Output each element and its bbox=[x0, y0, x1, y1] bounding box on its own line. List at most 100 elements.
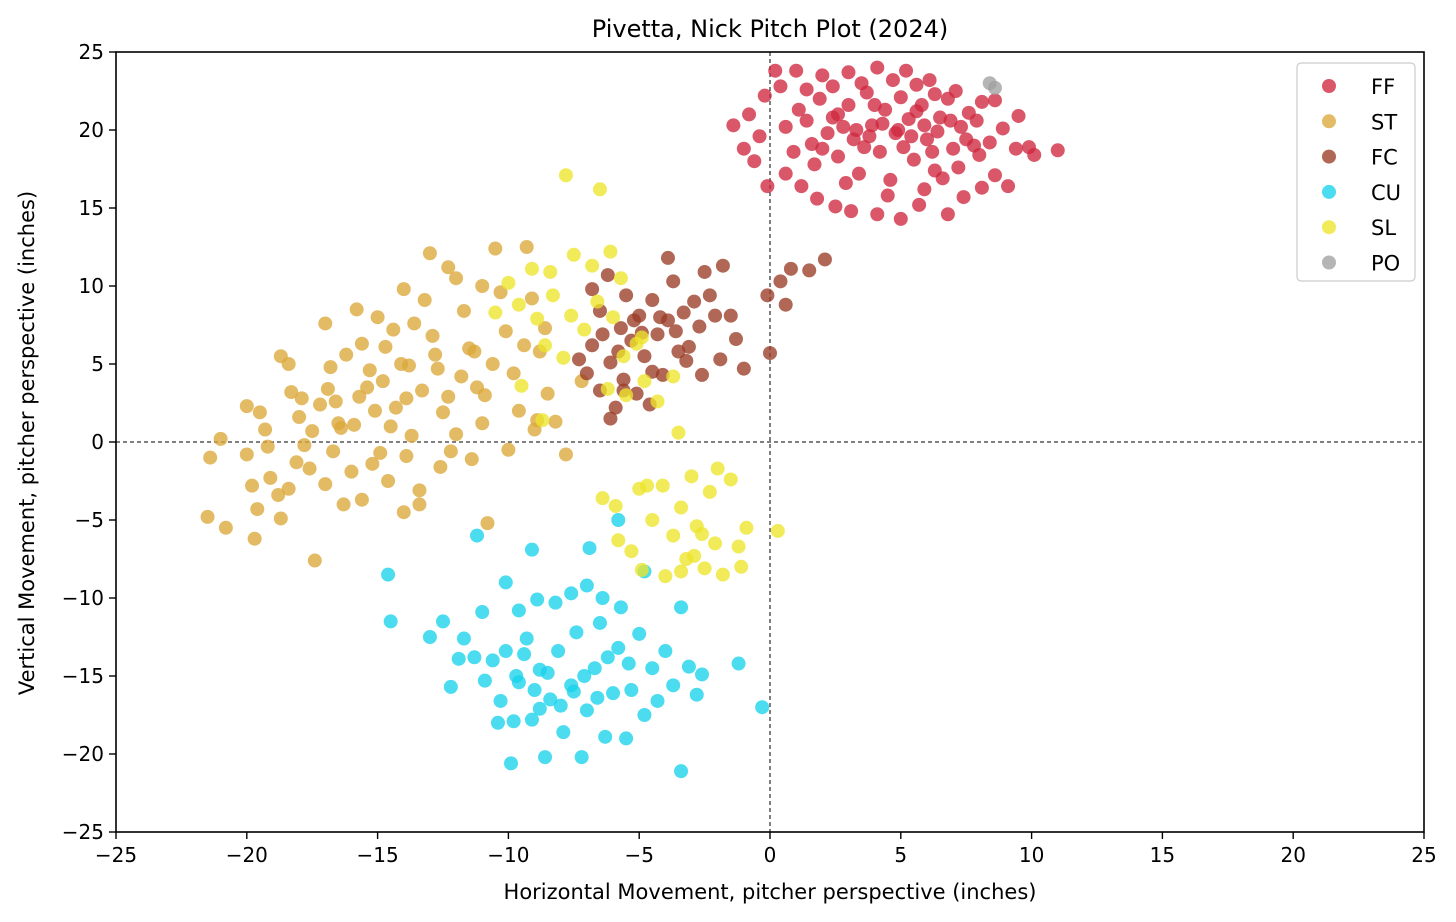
point-ff bbox=[736, 141, 751, 156]
point-st bbox=[449, 271, 464, 286]
point-st bbox=[425, 328, 440, 343]
point-cu bbox=[498, 575, 513, 590]
point-ff bbox=[778, 119, 793, 134]
point-sl bbox=[566, 247, 581, 262]
point-st bbox=[433, 459, 448, 474]
point-ff bbox=[917, 118, 932, 133]
point-cu bbox=[467, 650, 482, 665]
point-ff bbox=[867, 98, 882, 113]
point-sl bbox=[715, 567, 730, 582]
point-cu bbox=[548, 595, 563, 610]
point-st bbox=[336, 497, 351, 512]
point-cu bbox=[509, 669, 524, 683]
point-fc bbox=[715, 258, 730, 273]
y-tick-label: −20 bbox=[62, 742, 104, 766]
point-ff bbox=[799, 82, 814, 97]
point-ff bbox=[969, 113, 984, 128]
point-st bbox=[401, 358, 416, 373]
point-cu bbox=[613, 600, 628, 615]
point-cu bbox=[532, 701, 547, 716]
point-ff bbox=[875, 116, 890, 131]
point-fc bbox=[763, 346, 777, 361]
point-ff bbox=[1027, 147, 1042, 162]
point-st bbox=[260, 439, 275, 454]
point-cu bbox=[443, 679, 458, 694]
point-st bbox=[247, 531, 262, 546]
point-ff bbox=[849, 123, 864, 137]
point-st bbox=[407, 316, 422, 331]
point-st bbox=[349, 302, 364, 317]
y-axis-label: Vertical Movement, pitcher perspective (… bbox=[15, 191, 39, 695]
point-ff bbox=[804, 137, 819, 152]
point-st bbox=[281, 357, 296, 371]
point-fc bbox=[679, 353, 694, 368]
point-sl bbox=[488, 305, 503, 320]
point-sl bbox=[674, 500, 689, 515]
point-ff bbox=[726, 118, 741, 133]
point-fc bbox=[645, 293, 660, 308]
point-cu bbox=[475, 605, 490, 620]
point-sl bbox=[731, 539, 746, 554]
point-ff bbox=[906, 152, 921, 167]
legend-box bbox=[1296, 62, 1416, 282]
x-tick-label: 25 bbox=[1411, 843, 1436, 867]
y-tick-label: −10 bbox=[62, 586, 104, 610]
point-fc bbox=[619, 288, 634, 303]
point-fc bbox=[692, 319, 707, 334]
point-ff bbox=[836, 119, 851, 134]
point-st bbox=[558, 447, 573, 462]
point-st bbox=[540, 386, 555, 401]
point-ff bbox=[838, 176, 853, 191]
point-ff bbox=[778, 166, 793, 181]
point-sl bbox=[723, 472, 738, 487]
point-fc bbox=[637, 349, 652, 364]
point-cu bbox=[490, 715, 505, 730]
point-sl bbox=[702, 484, 717, 499]
x-tick-label: −10 bbox=[487, 843, 529, 867]
point-st bbox=[373, 445, 388, 460]
point-cu bbox=[645, 661, 660, 676]
point-fc bbox=[676, 305, 691, 320]
point-fc bbox=[773, 274, 788, 289]
point-cu bbox=[755, 700, 770, 715]
point-ff bbox=[930, 124, 945, 139]
point-cu bbox=[579, 703, 594, 718]
point-cu bbox=[681, 659, 696, 674]
point-fc bbox=[760, 288, 775, 303]
point-sl bbox=[687, 548, 702, 563]
point-ff bbox=[940, 91, 955, 106]
point-ff bbox=[760, 179, 775, 194]
point-ff bbox=[909, 104, 924, 119]
point-st bbox=[320, 381, 335, 396]
point-st bbox=[252, 405, 267, 420]
point-sl bbox=[674, 564, 689, 579]
point-sl bbox=[666, 369, 681, 384]
point-st bbox=[443, 444, 458, 459]
series-po bbox=[982, 76, 1002, 95]
point-fc bbox=[579, 366, 594, 381]
point-sl bbox=[511, 297, 526, 312]
point-st bbox=[273, 511, 288, 526]
point-sl bbox=[619, 388, 634, 403]
point-fc bbox=[585, 338, 600, 353]
point-sl bbox=[530, 311, 545, 326]
point-st bbox=[326, 444, 341, 459]
point-ff bbox=[872, 144, 887, 159]
x-tick-label: 0 bbox=[764, 843, 777, 867]
point-ff bbox=[922, 73, 937, 88]
point-st bbox=[441, 389, 456, 404]
point-st bbox=[538, 321, 553, 336]
point-st bbox=[375, 374, 390, 389]
point-cu bbox=[566, 684, 581, 699]
point-ff bbox=[757, 88, 772, 103]
point-cu bbox=[579, 578, 594, 593]
point-sl bbox=[592, 182, 607, 197]
point-ff bbox=[891, 123, 906, 137]
point-ff bbox=[812, 91, 827, 106]
point-st bbox=[383, 419, 398, 434]
point-sl bbox=[671, 425, 686, 440]
point-fc bbox=[778, 297, 793, 312]
point-st bbox=[412, 497, 427, 512]
point-ff bbox=[982, 135, 997, 150]
point-st bbox=[386, 322, 401, 337]
